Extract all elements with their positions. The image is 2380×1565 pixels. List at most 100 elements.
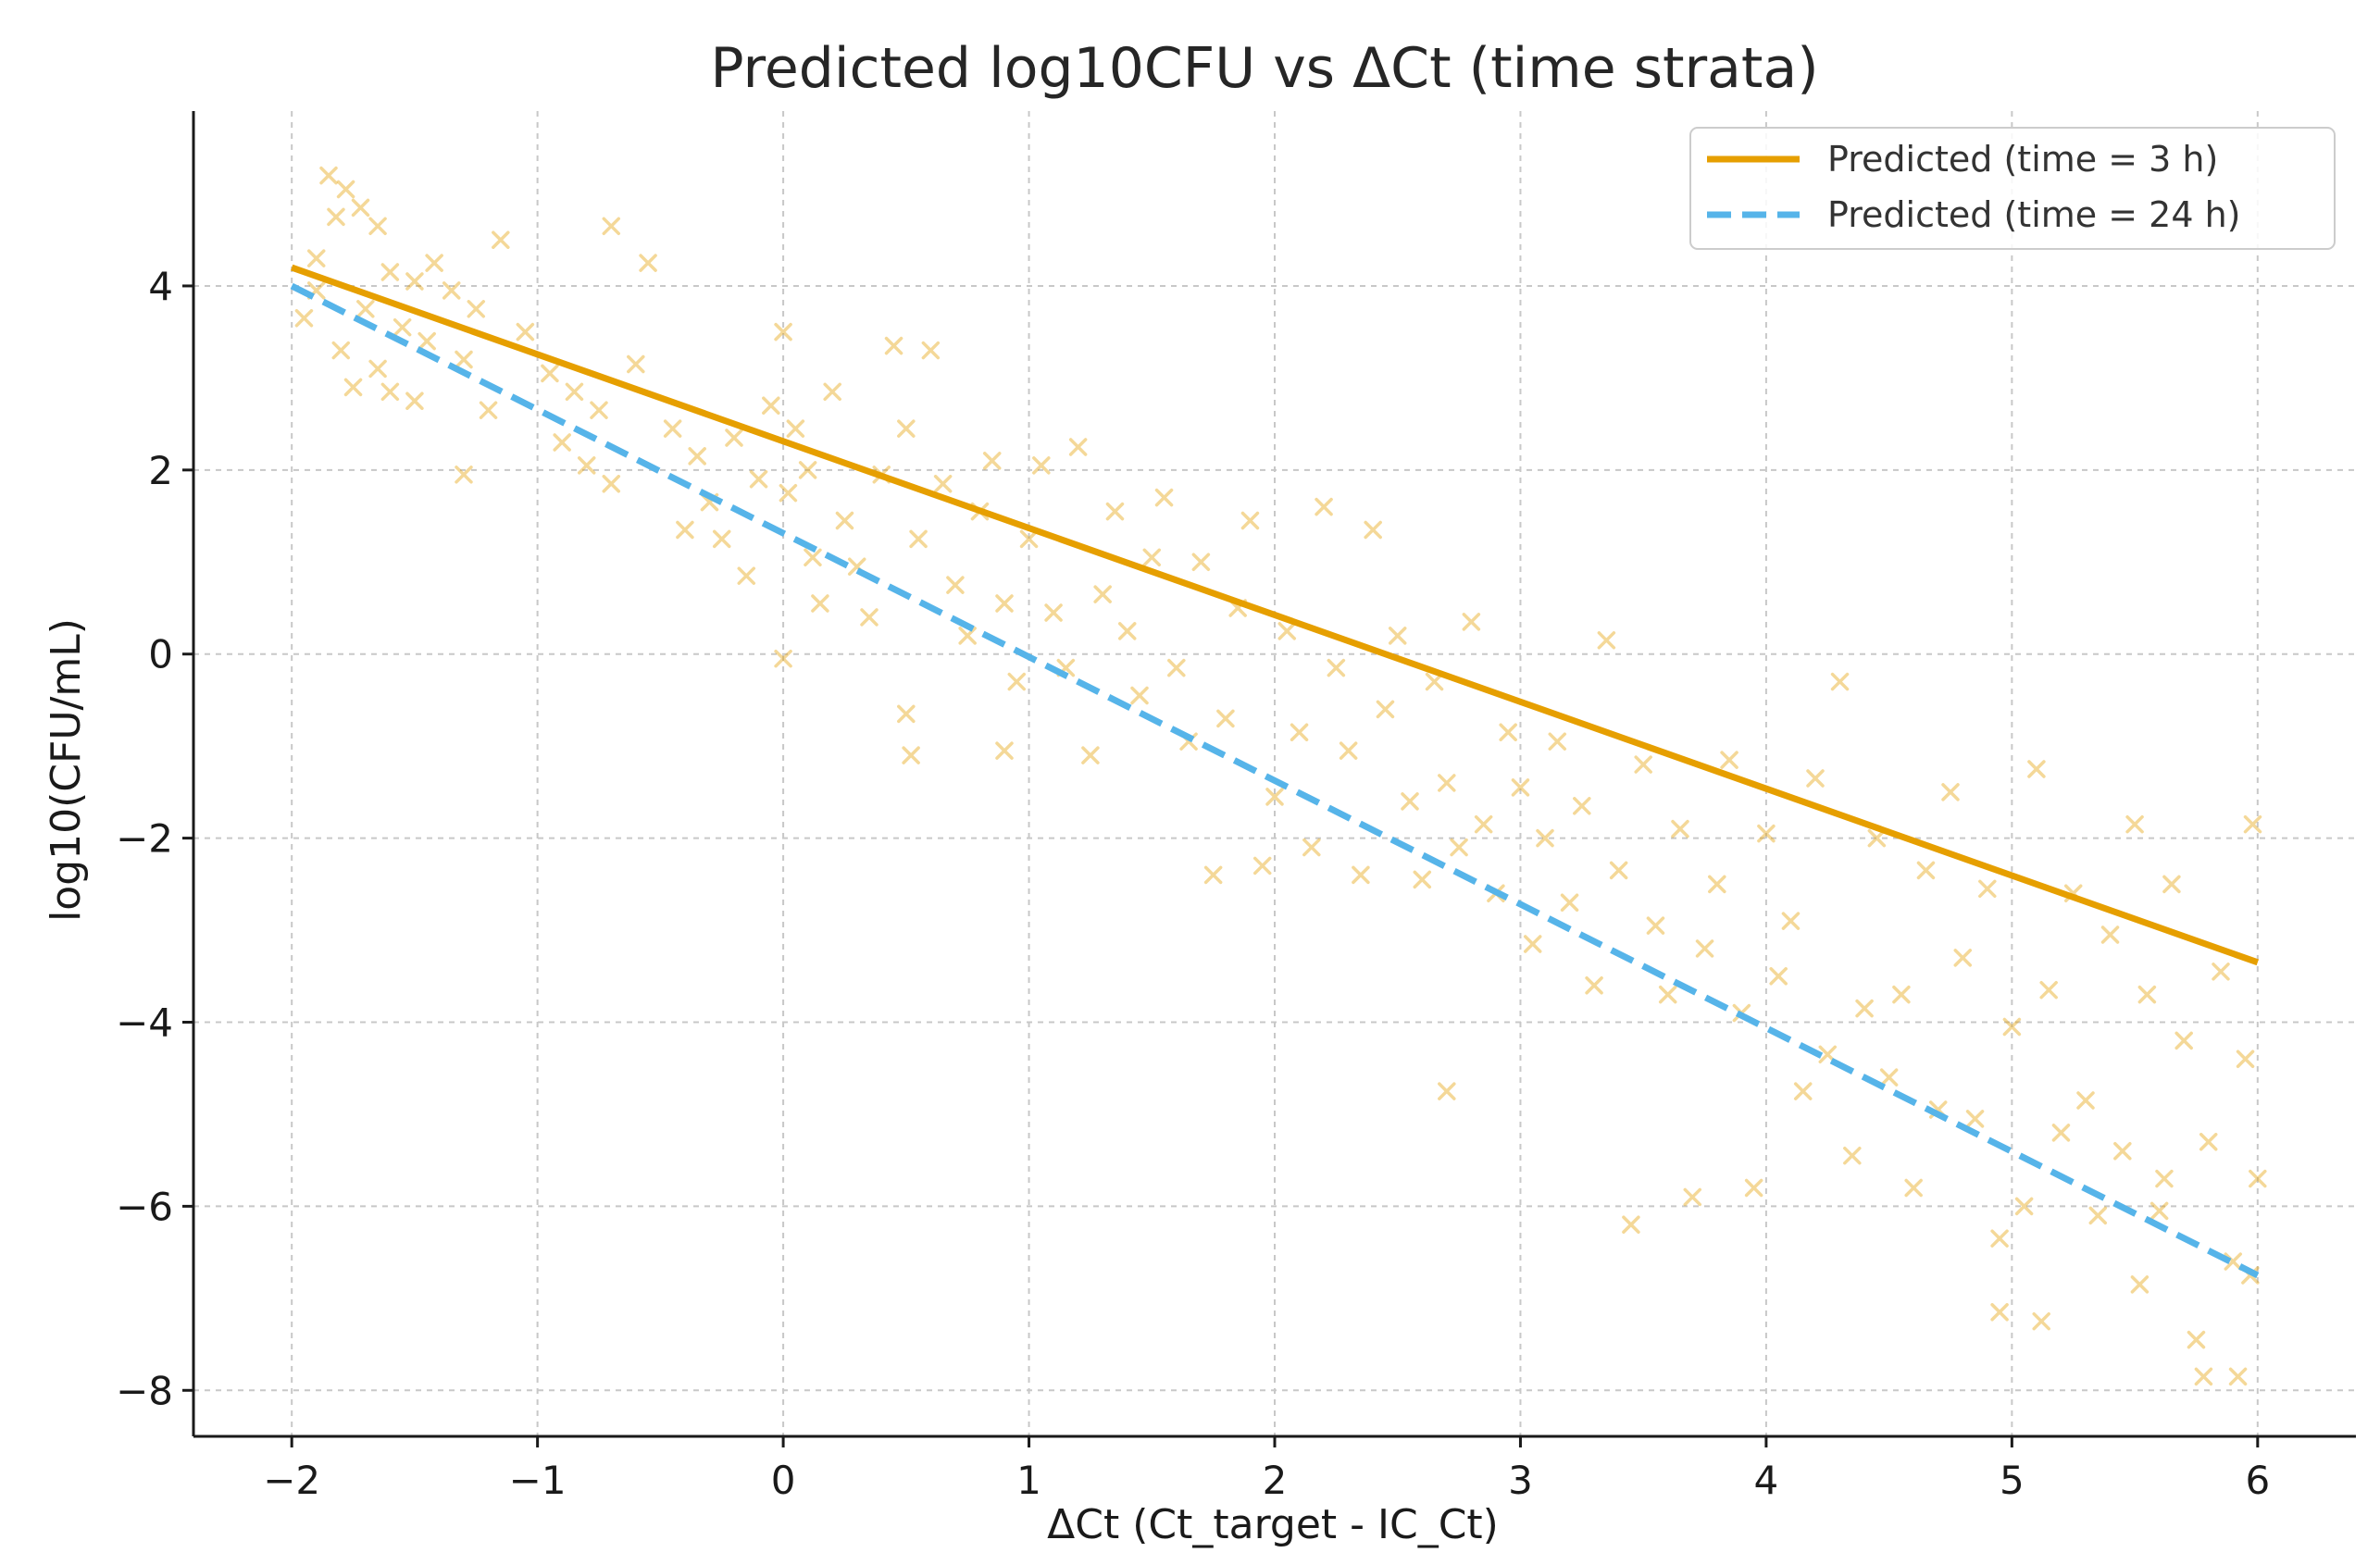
observed-point-stroke	[1327, 658, 1346, 677]
observed-point-stroke	[405, 272, 424, 291]
observed-point-stroke	[1548, 732, 1567, 751]
observed-point-stroke	[897, 704, 916, 724]
observed-point	[1240, 511, 1260, 530]
observed-point-stroke	[1683, 1187, 1702, 1207]
observed-point	[336, 180, 355, 199]
observed-point	[1695, 939, 1714, 958]
observed-point-stroke	[1757, 824, 1776, 843]
legend-box	[1689, 127, 2336, 250]
observed-point-stroke	[1867, 828, 1887, 848]
observed-point-stroke	[1843, 1146, 1862, 1165]
observed-point-stroke	[1671, 819, 1689, 838]
axes: −2 −1 0 1 2 3 4 5 6 −8 −6 −4 −2 0 2 4	[116, 111, 2356, 1503]
observed-point-stroke	[1130, 686, 1149, 705]
observed-point-stroke	[2002, 1017, 2022, 1037]
observed-point	[1634, 755, 1652, 774]
observed-point-stroke	[380, 382, 400, 402]
observed-point	[565, 382, 584, 402]
observed-point-stroke	[1265, 788, 1284, 806]
observed-point	[2088, 1206, 2108, 1225]
observed-point-stroke	[1302, 838, 1321, 857]
observed-point	[1142, 548, 1162, 567]
observed-point-stroke	[590, 401, 608, 419]
observed-point	[1019, 529, 1039, 549]
observed-point-stroke	[737, 566, 756, 585]
observed-point-stroke	[1252, 856, 1272, 876]
observed-point	[1117, 622, 1137, 640]
observed-point	[897, 419, 916, 438]
observed-point-stroke	[1117, 622, 1137, 640]
observed-point	[1990, 1229, 2009, 1248]
observed-point-stroke	[1376, 700, 1395, 719]
observed-point-stroke	[1315, 497, 1333, 516]
observed-point-stroke	[2113, 1141, 2132, 1161]
observed-point-stroke	[343, 378, 363, 397]
observed-point	[417, 331, 436, 351]
observed-point-stroke	[1523, 935, 1542, 953]
observed-point	[2002, 1017, 2022, 1037]
observed-point-stroke	[393, 317, 412, 337]
observed-point	[467, 300, 486, 318]
observed-point	[327, 207, 345, 227]
observed-point-stroke	[336, 180, 355, 199]
observed-point-stroke	[405, 272, 424, 291]
observed-point	[774, 649, 792, 668]
observed-point-stroke	[294, 309, 314, 328]
observed-point	[1904, 1178, 1923, 1198]
observed-point-stroke	[676, 520, 694, 540]
observed-point-stroke	[1585, 975, 1603, 995]
observed-point	[1438, 1082, 1456, 1100]
observed-point	[2194, 1367, 2213, 1386]
observed-point	[1364, 520, 1382, 540]
observed-point-stroke	[1438, 774, 1456, 792]
prediction-lines	[290, 264, 2260, 1279]
observed-point-stroke	[2032, 1311, 2050, 1331]
observed-point	[1191, 553, 1211, 572]
observed-point-stroke	[779, 483, 798, 503]
observed-point-stroke	[1536, 828, 1554, 848]
observed-point	[1277, 622, 1297, 640]
y-tick-label: −2	[116, 816, 173, 862]
observed-point-stroke	[331, 341, 351, 360]
observed-point-stroke	[1093, 585, 1112, 603]
observed-point-stroke	[1916, 861, 1936, 880]
observed-point	[1511, 778, 1530, 797]
observed-point	[2162, 875, 2181, 894]
observed-point	[1154, 488, 1174, 507]
observed-point-stroke	[1573, 797, 1591, 815]
observed-point-stroke	[2149, 1201, 2169, 1221]
observed-point-stroke	[1154, 488, 1174, 507]
observed-point-stroke	[1056, 658, 1076, 677]
observed-point-stroke	[1462, 613, 1481, 631]
observed-point-stroke	[1265, 788, 1284, 806]
observed-point-stroke	[1167, 658, 1186, 677]
observed-point	[343, 378, 363, 397]
observed-point-stroke	[380, 263, 400, 281]
observed-point-stroke	[516, 322, 535, 342]
observed-point	[749, 470, 768, 489]
y-tick-label: 2	[148, 448, 173, 493]
observed-point	[995, 741, 1014, 760]
observed-point	[516, 322, 535, 342]
observed-point-stroke	[749, 470, 768, 489]
observed-point	[902, 746, 920, 764]
observed-point-stroke	[847, 557, 866, 576]
observed-point-stroke	[786, 419, 805, 438]
observed-point-stroke	[1425, 672, 1444, 691]
observed-point	[405, 391, 424, 410]
observed-point-stroke	[1904, 1178, 1923, 1198]
observed-point-stroke	[737, 566, 756, 585]
observed-point-stroke	[1290, 723, 1309, 741]
observed-point-stroke	[1941, 783, 1960, 801]
observed-point-stroke	[1769, 967, 1788, 986]
observed-point	[1081, 746, 1100, 764]
observed-point-stroke	[1879, 1068, 1899, 1087]
observed-point-stroke	[2212, 963, 2230, 981]
observed-point-stroke	[1032, 456, 1051, 475]
x-tick-label: 0	[771, 1458, 796, 1503]
observed-point-stroke	[909, 529, 928, 549]
observed-point	[1978, 879, 1997, 899]
observed-point	[2113, 1141, 2132, 1161]
observed-point	[1523, 935, 1542, 953]
observed-point-stroke	[1560, 893, 1579, 912]
